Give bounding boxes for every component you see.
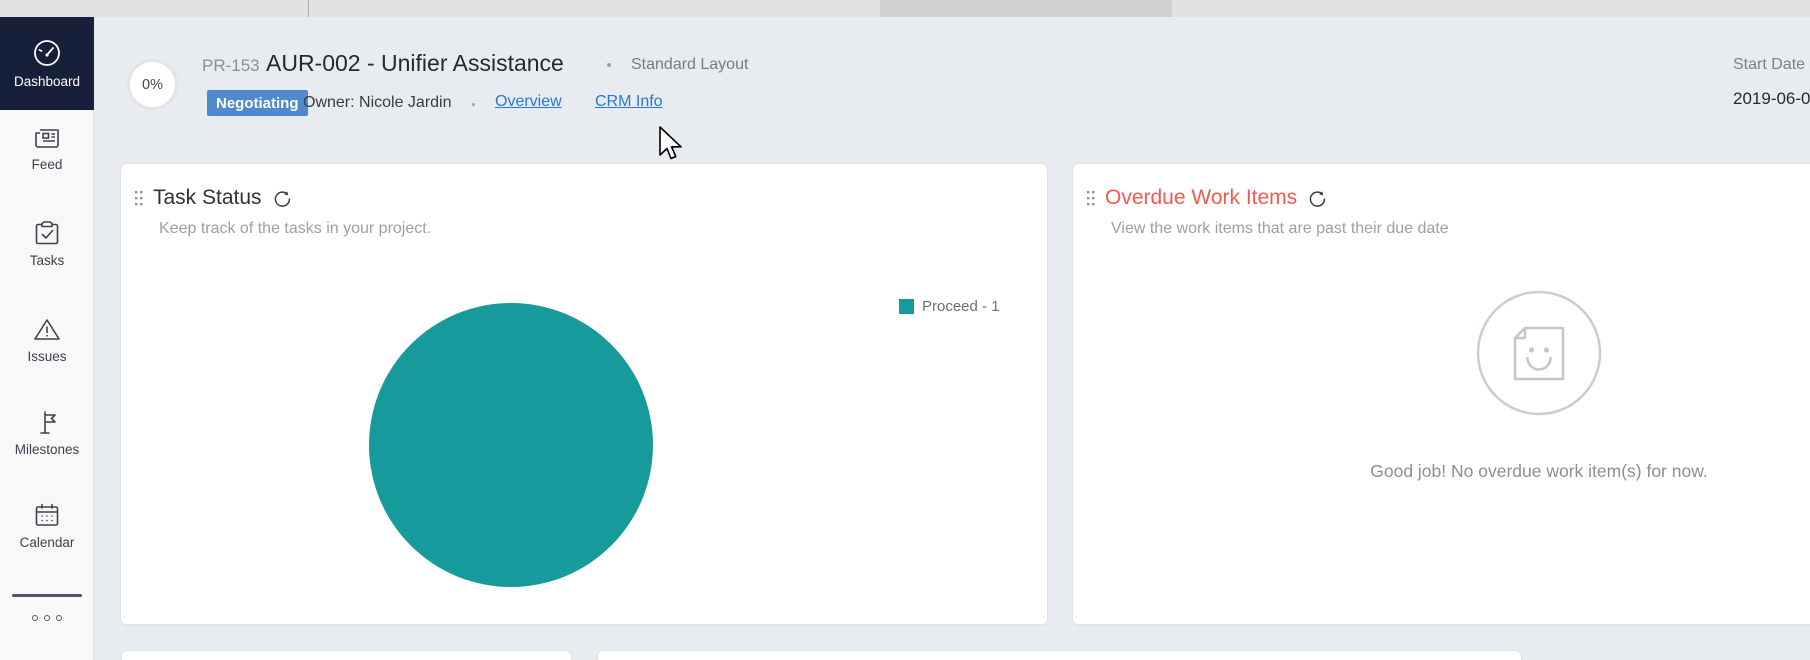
refresh-icon[interactable] [1309, 190, 1326, 207]
layout-label: Standard Layout [631, 56, 749, 73]
start-date-value: 2019-06-0 [1733, 89, 1810, 108]
sidebar-item-feed[interactable]: Feed [0, 122, 94, 172]
start-date-label: Start Date [1733, 56, 1806, 73]
refresh-icon[interactable] [274, 190, 291, 207]
sidebar-item-tasks[interactable]: Tasks [0, 218, 94, 268]
more-dots-icon[interactable] [0, 615, 94, 621]
pie-legend[interactable]: Proceed - 1 [899, 298, 1000, 315]
calendar-icon [35, 503, 59, 526]
sidebar-divider [12, 594, 82, 597]
project-progress-circle: 0% [127, 59, 178, 110]
sidebar-item-label: Tasks [29, 253, 65, 268]
gauge-icon [34, 40, 60, 66]
separator-dot [607, 63, 611, 67]
legend-swatch [899, 299, 914, 314]
card-title: Task Status [153, 186, 262, 209]
mouse-cursor [658, 126, 685, 168]
tasks-icon [35, 221, 59, 245]
separator-dot [472, 103, 475, 106]
sidebar-item-label: Calendar [19, 535, 75, 550]
sidebar-item-label: Dashboard [13, 74, 81, 89]
legend-label: Proceed - 1 [922, 298, 1000, 315]
sidebar-item-label: Milestones [14, 442, 80, 457]
task-status-pie-chart[interactable] [369, 303, 653, 587]
overdue-work-items-card: Overdue Work Items View the work items t… [1072, 163, 1810, 625]
tab-divider [308, 0, 309, 17]
project-owner: Owner: Nicole Jardin [303, 94, 452, 111]
milestones-icon [40, 411, 56, 434]
sidebar: Dashboard Feed Tasks Issues Mile [0, 17, 94, 660]
sidebar-item-dashboard[interactable]: Dashboard [0, 17, 94, 110]
card-subtitle: Keep track of the tasks in your project. [159, 220, 432, 237]
browser-tab[interactable] [880, 0, 1172, 17]
partial-card [597, 650, 1522, 660]
task-status-card: Task Status Keep track of the tasks in y… [120, 163, 1048, 625]
project-id: PR-153 [202, 56, 260, 75]
feed-icon [35, 129, 59, 148]
sidebar-item-issues[interactable]: Issues [0, 314, 94, 364]
card-title: Overdue Work Items [1105, 186, 1298, 209]
status-badge: Negotiating [207, 90, 308, 116]
progress-value: 0% [142, 76, 163, 93]
smiley-document-icon [1475, 289, 1603, 422]
empty-state-message: Good job! No overdue work item(s) for no… [1370, 461, 1708, 481]
page-title: AUR-002 - Unifier Assistance [266, 50, 564, 76]
card-subtitle: View the work items that are past their … [1111, 220, 1449, 237]
drag-handle-icon[interactable] [134, 190, 144, 207]
sidebar-item-label: Feed [31, 157, 63, 172]
overview-link[interactable]: Overview [495, 93, 562, 110]
sidebar-item-calendar[interactable]: Calendar [0, 500, 94, 550]
drag-handle-icon[interactable] [1086, 190, 1096, 207]
browser-chrome-strip [0, 0, 1810, 17]
partial-card [121, 650, 572, 660]
sidebar-item-milestones[interactable]: Milestones [0, 407, 94, 457]
sidebar-item-label: Issues [27, 349, 67, 364]
crm-info-link[interactable]: CRM Info [595, 93, 663, 110]
issues-icon [34, 319, 60, 340]
